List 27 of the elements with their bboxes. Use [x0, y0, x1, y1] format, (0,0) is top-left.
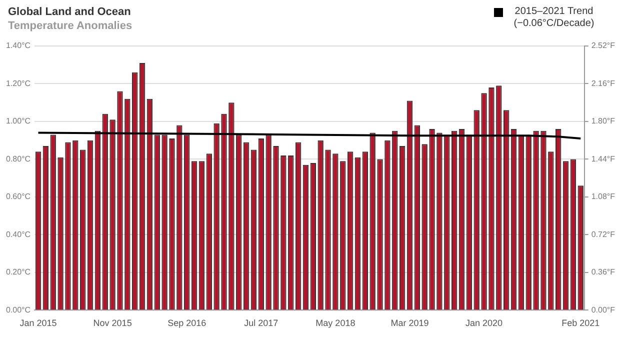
y-tick-label: 1.20°C	[6, 78, 31, 88]
y-tick-label: 0.20°C	[6, 268, 31, 277]
x-tick-label: Jan 2020	[466, 318, 503, 328]
y-tick-label: 0.40°C	[6, 230, 31, 239]
x-tick-label: Nov 2015	[93, 318, 132, 328]
chart-subtitle: Temperature Anomalies	[8, 19, 132, 33]
y2-tick-label: 2.52°F	[591, 41, 616, 50]
y2-tick-label: 0.00°F	[591, 305, 616, 314]
y2-tick-label: 0.36°F	[591, 268, 616, 277]
y-tick-label: 1.40°C	[6, 41, 31, 50]
y2-tick-label: 0.72°F	[591, 230, 616, 239]
y-tick-label: 0.60°C	[6, 192, 31, 202]
x-tick-label: Mar 2019	[390, 318, 429, 328]
x-tick-label: Feb 2021	[562, 318, 600, 328]
y2-tick-label: 1.80°F	[591, 116, 616, 126]
x-tick-label: Jan 2015	[20, 318, 57, 328]
y2-tick-label: 1.08°F	[591, 192, 616, 202]
y-tick-label: 1.00°C	[6, 116, 31, 126]
y-tick-label: 0.80°C	[6, 154, 31, 164]
x-tick-label: May 2018	[316, 318, 356, 328]
x-tick-label: Jul 2017	[244, 318, 278, 328]
chart-title: Global Land and Ocean	[8, 5, 132, 19]
x-tick-label: Sep 2016	[168, 318, 206, 328]
y-tick-label: 0.00°C	[6, 305, 31, 314]
y2-tick-label: 1.44°F	[591, 154, 616, 164]
legend-label: 2015–2021 Trend (−0.06°C/Decade)	[512, 6, 596, 30]
y2-tick-label: 2.16°F	[591, 78, 616, 88]
